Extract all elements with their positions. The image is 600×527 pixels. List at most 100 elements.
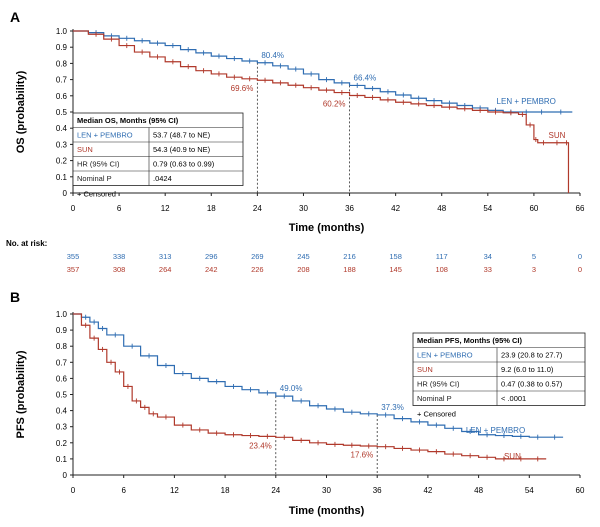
table-row-value: 9.2 (6.0 to 11.0) <box>501 365 554 374</box>
at-risk-len-pembro: 5 <box>532 252 536 261</box>
landmark-label: 49.0% <box>280 384 303 393</box>
km-curve-len-pembro <box>73 313 564 438</box>
y-tick-label: 0.1 <box>56 173 68 182</box>
table-row-label: SUN <box>417 365 433 374</box>
x-tick-label: 0 <box>71 204 76 213</box>
panel-label: A <box>10 9 20 25</box>
x-tick-label: 36 <box>373 486 382 495</box>
table-row-value: 0.47 (0.38 to 0.57) <box>501 380 563 389</box>
y-tick-label: 0.9 <box>56 326 68 335</box>
y-tick-label: 0.1 <box>56 455 68 464</box>
x-tick-label: 0 <box>71 486 76 495</box>
at-risk-sun: 242 <box>205 265 218 274</box>
x-tick-label: 30 <box>299 204 308 213</box>
landmark-label: 23.4% <box>249 441 272 450</box>
y-tick-label: 0 <box>63 471 68 480</box>
x-tick-label: 18 <box>221 486 230 495</box>
x-tick-label: 12 <box>170 486 179 495</box>
y-tick-label: 0.3 <box>56 140 68 149</box>
panel-a: A 0 0.1 0.2 0.3 0.4 0.5 0.6 0.7 0.8 0.9 1.0 0 6 12 18 24… <box>6 9 585 274</box>
series-label: LEN + PEMBRO <box>466 426 525 435</box>
x-tick-label: 30 <box>322 486 331 495</box>
at-risk-sun: 226 <box>251 265 264 274</box>
at-risk-sun: 3 <box>532 265 536 274</box>
y-tick-label: 0.9 <box>56 43 68 52</box>
at-risk-len-pembro: 313 <box>159 252 172 261</box>
table-row-label: SUN <box>77 145 93 154</box>
landmark-label: 37.3% <box>381 403 404 412</box>
at-risk-sun: 108 <box>435 265 448 274</box>
y-tick-label: 1.0 <box>56 310 68 319</box>
y-tick-label: 0.7 <box>56 76 68 85</box>
x-tick-label: 36 <box>345 204 354 213</box>
at-risk-sun: 208 <box>297 265 310 274</box>
table-row-value: 53.7 (48.7 to NE) <box>153 131 211 140</box>
x-tick-label: 6 <box>117 204 122 213</box>
x-tick-label: 12 <box>161 204 170 213</box>
table-row-value: .0424 <box>153 174 172 183</box>
at-risk-len-pembro: 296 <box>205 252 218 261</box>
y-tick-label: 0.5 <box>56 108 68 117</box>
y-tick-label: 0.6 <box>56 374 68 383</box>
x-tick-label: 66 <box>576 204 585 213</box>
x-tick-label: 24 <box>271 486 280 495</box>
x-axis-title: Time (months) <box>289 505 365 517</box>
summary-table <box>72 112 244 186</box>
x-axis-title: Time (months) <box>289 222 365 234</box>
x-tick-label: 42 <box>423 486 432 495</box>
at-risk-len-pembro: 216 <box>343 252 356 261</box>
censored-legend: + Censored <box>417 410 456 419</box>
series-label: LEN + PEMBRO <box>497 97 556 106</box>
table-row-value: < .0001 <box>501 394 526 403</box>
landmark-label: 66.4% <box>354 73 377 82</box>
y-tick-label: 0.3 <box>56 423 68 432</box>
y-axis-title: PFS (probability) <box>15 350 27 438</box>
panel-label: B <box>10 289 20 305</box>
x-tick-label: 42 <box>391 204 400 213</box>
table-header: Median PFS, Months (95% CI) <box>417 336 523 345</box>
panel-b: B 0 0.1 0.2 0.3 0.4 0.5 0.6 0.7 0.8 0.9 1.0 0 6 12 18 24… <box>10 289 586 517</box>
x-tick-label: 6 <box>121 486 126 495</box>
y-tick-label: 0.6 <box>56 92 68 101</box>
at-risk-sun: 188 <box>343 265 356 274</box>
at-risk-len-pembro: 158 <box>389 252 402 261</box>
table-header: Median OS, Months (95% CI) <box>77 116 179 125</box>
series-label: SUN <box>504 452 521 461</box>
y-tick-label: 1.0 <box>56 27 68 36</box>
table-row-label: Nominal P <box>417 394 452 403</box>
at-risk-sun: 145 <box>389 265 402 274</box>
x-tick-label: 48 <box>474 486 483 495</box>
censored-legend: + Censored <box>77 190 116 199</box>
x-tick-label: 54 <box>483 204 492 213</box>
km-curve-len-pembro <box>73 30 573 113</box>
at-risk-len-pembro: 269 <box>251 252 264 261</box>
landmark-label: 60.2% <box>323 99 346 108</box>
table-row-label: Nominal P <box>77 174 112 183</box>
km-curve-sun <box>73 30 570 193</box>
at-risk-sun: 308 <box>113 265 126 274</box>
at-risk-len-pembro: 355 <box>67 252 80 261</box>
at-risk-sun: 357 <box>67 265 80 274</box>
table-row-label: LEN + PEMBRO <box>417 351 473 360</box>
at-risk-len-pembro: 0 <box>578 252 582 261</box>
at-risk-len-pembro: 338 <box>113 252 126 261</box>
landmark-label: 17.6% <box>351 451 374 460</box>
table-row-label: HR (95% CI) <box>417 380 460 389</box>
table-row-value: 54.3 (40.9 to NE) <box>153 145 211 154</box>
at-risk-len-pembro: 245 <box>297 252 310 261</box>
y-tick-label: 0.4 <box>56 407 68 416</box>
x-tick-label: 24 <box>253 204 262 213</box>
y-tick-label: 0 <box>63 189 68 198</box>
at-risk-len-pembro: 34 <box>484 252 492 261</box>
at-risk-sun: 0 <box>578 265 582 274</box>
y-tick-label: 0.4 <box>56 124 68 133</box>
y-tick-label: 0.5 <box>56 391 68 400</box>
y-axis-title: OS (probability) <box>15 70 27 153</box>
x-tick-label: 54 <box>525 486 534 495</box>
y-tick-label: 0.8 <box>56 59 68 68</box>
table-row-label: HR (95% CI) <box>77 160 120 169</box>
summary-table <box>412 332 586 406</box>
series-label: SUN <box>549 131 566 140</box>
x-tick-label: 60 <box>529 204 538 213</box>
